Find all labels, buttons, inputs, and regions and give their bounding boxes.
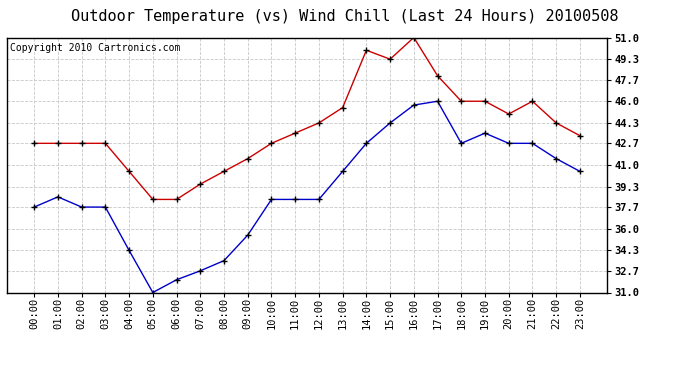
- Text: Copyright 2010 Cartronics.com: Copyright 2010 Cartronics.com: [10, 43, 180, 52]
- Text: Outdoor Temperature (vs) Wind Chill (Last 24 Hours) 20100508: Outdoor Temperature (vs) Wind Chill (Las…: [71, 9, 619, 24]
